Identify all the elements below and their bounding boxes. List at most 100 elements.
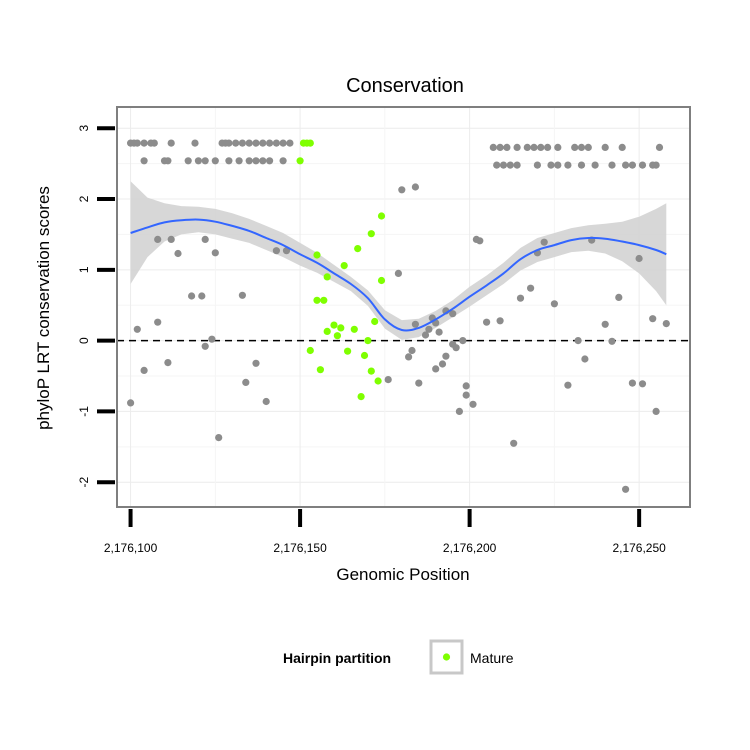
data-point-other <box>201 342 209 350</box>
legend-title: Hairpin partition <box>283 650 391 666</box>
y-tick-label: 0 <box>77 337 91 344</box>
data-point-other <box>499 161 508 169</box>
data-point-other <box>537 143 545 151</box>
data-point-other <box>615 293 623 301</box>
data-point-other <box>554 143 562 151</box>
x-axis-title: Genomic Position <box>336 565 469 584</box>
data-point-mature <box>377 276 386 285</box>
data-point-other <box>523 143 531 151</box>
data-point-other <box>584 143 592 151</box>
y-tick-label: -2 <box>77 477 91 488</box>
data-point-other <box>225 157 233 165</box>
plot-border <box>116 106 691 508</box>
data-point-mature <box>364 337 372 345</box>
data-point-other <box>259 157 267 165</box>
data-point-other <box>540 238 548 246</box>
data-point-other <box>516 294 525 302</box>
data-point-mature <box>323 273 331 281</box>
data-point-mature <box>377 212 386 220</box>
data-point-mature <box>344 347 352 355</box>
data-point-other <box>266 157 274 165</box>
data-point-other <box>577 143 586 151</box>
data-point-mature <box>367 367 375 375</box>
data-point-other <box>608 337 616 345</box>
data-point-other <box>476 237 484 245</box>
data-point-other <box>425 325 433 333</box>
plot-area <box>116 106 691 508</box>
smooth-line <box>130 218 667 332</box>
data-point-other <box>201 157 209 165</box>
data-point-other <box>198 292 206 300</box>
data-point-mature <box>313 296 321 304</box>
data-point-other <box>167 235 175 243</box>
data-point-other <box>513 161 521 169</box>
data-point-other <box>245 139 253 147</box>
data-point-mature <box>360 351 369 360</box>
x-axis: 2,176,100 2,176,150 2,176,200 2,176,250 <box>104 509 666 555</box>
data-point-other <box>459 337 467 345</box>
data-point-other <box>442 352 450 360</box>
data-point-other <box>252 139 260 147</box>
data-point-other <box>164 359 172 367</box>
data-point-other <box>564 381 572 389</box>
data-point-other <box>432 365 440 373</box>
data-point-other <box>272 139 280 147</box>
y-axis: -2 -1 0 1 2 3 <box>77 125 115 488</box>
data-point-other <box>211 249 219 257</box>
data-point-other <box>421 331 430 339</box>
data-point-other <box>242 378 250 386</box>
data-point-other <box>286 139 294 147</box>
data-point-other <box>496 317 504 325</box>
data-point-other <box>601 320 609 328</box>
data-point-other <box>201 235 209 243</box>
data-point-other <box>530 143 538 151</box>
data-point-other <box>405 353 413 361</box>
data-point-mature <box>367 230 375 238</box>
data-point-other <box>571 143 579 151</box>
data-point-other <box>252 157 260 165</box>
data-point-other <box>601 143 609 151</box>
data-point-other <box>154 318 162 326</box>
data-point-mature <box>313 251 321 259</box>
data-point-mature <box>333 332 341 340</box>
data-point-other <box>262 397 270 406</box>
data-point-other <box>235 157 243 165</box>
data-point-other <box>252 359 260 367</box>
data-point-mature <box>337 324 345 332</box>
chart-title: Conservation <box>346 75 464 97</box>
data-point-other <box>622 161 630 169</box>
data-point-other <box>408 346 416 355</box>
data-point-other <box>272 247 280 255</box>
data-point-other <box>438 360 447 368</box>
data-point-other <box>622 485 630 493</box>
data-point-other <box>618 143 626 151</box>
data-point-other <box>489 143 497 151</box>
data-point-other <box>574 337 582 345</box>
data-point-other <box>544 143 552 151</box>
data-point-other <box>411 320 419 328</box>
data-point-other <box>628 379 637 387</box>
data-point-mature <box>306 139 314 147</box>
data-point-other <box>462 382 470 390</box>
data-point-other <box>662 320 670 328</box>
data-point-other <box>140 366 148 374</box>
data-point-other <box>208 335 216 343</box>
legend-label-mature: Mature <box>470 650 514 666</box>
data-point-mature <box>374 377 382 385</box>
data-point-other <box>449 310 457 318</box>
data-point-other <box>174 249 182 258</box>
data-point-mature <box>371 317 379 326</box>
y-tick-label: 2 <box>77 195 91 202</box>
data-point-other <box>554 161 562 169</box>
data-point-mature <box>323 327 331 335</box>
data-point-other <box>496 143 504 151</box>
data-point-other <box>150 139 158 147</box>
data-point-other <box>184 157 192 165</box>
x-tick-label: 2,176,250 <box>612 541 666 555</box>
plot-panel <box>117 107 690 507</box>
data-point-mature <box>340 262 348 270</box>
data-point-other <box>503 143 511 151</box>
data-point-other <box>483 318 491 326</box>
data-point-other <box>127 399 135 407</box>
